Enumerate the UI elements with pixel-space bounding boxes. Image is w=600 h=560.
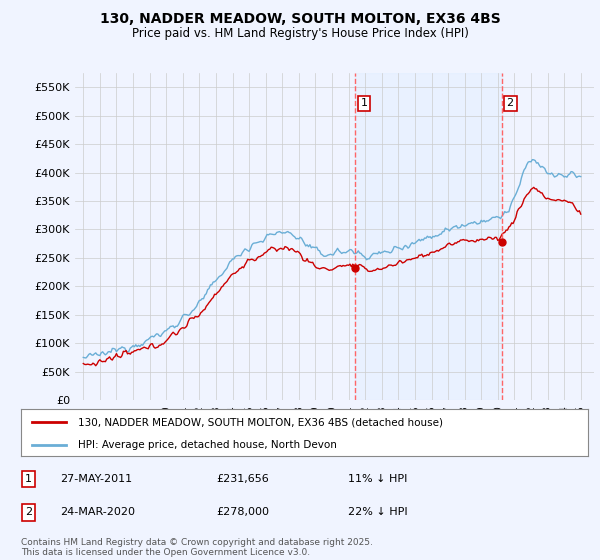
Text: 22% ↓ HPI: 22% ↓ HPI xyxy=(348,507,407,517)
Text: 2: 2 xyxy=(25,507,32,517)
Text: 11% ↓ HPI: 11% ↓ HPI xyxy=(348,474,407,484)
Text: 1: 1 xyxy=(25,474,32,484)
Text: Price paid vs. HM Land Registry's House Price Index (HPI): Price paid vs. HM Land Registry's House … xyxy=(131,27,469,40)
Text: 2: 2 xyxy=(506,99,514,109)
Text: £231,656: £231,656 xyxy=(216,474,269,484)
Text: 130, NADDER MEADOW, SOUTH MOLTON, EX36 4BS: 130, NADDER MEADOW, SOUTH MOLTON, EX36 4… xyxy=(100,12,500,26)
Text: HPI: Average price, detached house, North Devon: HPI: Average price, detached house, Nort… xyxy=(78,440,337,450)
Text: £278,000: £278,000 xyxy=(216,507,269,517)
Text: 130, NADDER MEADOW, SOUTH MOLTON, EX36 4BS (detached house): 130, NADDER MEADOW, SOUTH MOLTON, EX36 4… xyxy=(78,417,443,427)
Text: 1: 1 xyxy=(361,99,367,109)
Bar xyxy=(355,73,502,400)
Text: 24-MAR-2020: 24-MAR-2020 xyxy=(60,507,135,517)
Text: Contains HM Land Registry data © Crown copyright and database right 2025.
This d: Contains HM Land Registry data © Crown c… xyxy=(21,538,373,557)
Text: 27-MAY-2011: 27-MAY-2011 xyxy=(60,474,132,484)
